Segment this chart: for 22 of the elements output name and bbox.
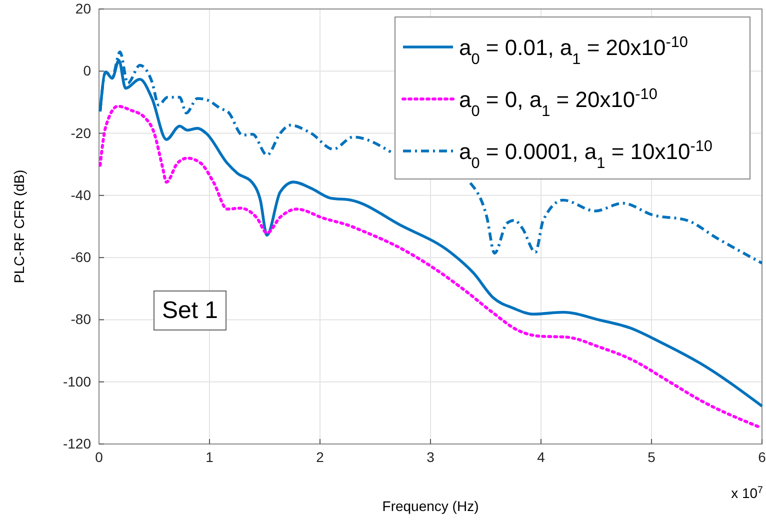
x-tick-label: 2: [316, 448, 324, 465]
x-axis-title: Frequency (Hz): [382, 498, 479, 514]
x-tick-label: 1: [206, 448, 214, 465]
x-tick-label: 3: [426, 448, 435, 465]
y-tick-label: 20: [75, 0, 92, 16]
y-tick-label: 0: [83, 62, 92, 79]
y-axis-title: PLC-RF CFR (dB): [11, 170, 27, 284]
y-tick-label: -80: [70, 311, 92, 328]
y-tick-label: -40: [70, 186, 92, 203]
text: x 10$^{7}$: [731, 484, 763, 501]
annotation: Set 1: [162, 297, 218, 324]
y-tick-label: -120: [62, 435, 92, 452]
x-tick-label: 6: [758, 448, 766, 465]
legend-label: a$_{0}$ = 0.0001, a$_{1}$ = 10x10$^{-10}$: [459, 138, 712, 172]
legend-label: a$_{0}$ = 0, a$_{1}$ = 20x10$^{-10}$: [459, 86, 658, 120]
x-tick-label: 0: [95, 448, 104, 465]
y-tick-label: -60: [70, 249, 92, 266]
y-tick-label: -100: [62, 373, 92, 390]
legend-label: a$_{0}$ = 0.01, a$_{1}$ = 20x10$^{-10}$: [459, 34, 688, 68]
x-tick-label: 4: [537, 448, 546, 465]
y-tick-label: -20: [70, 124, 92, 141]
x-tick-label: 5: [648, 448, 656, 465]
